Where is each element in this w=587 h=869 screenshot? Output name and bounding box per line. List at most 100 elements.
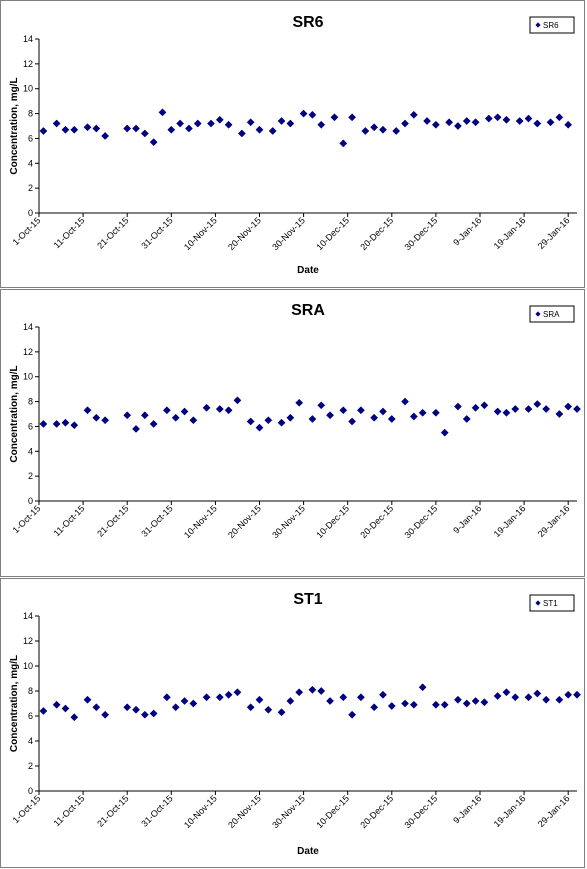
data-point	[326, 697, 335, 705]
data-point	[431, 120, 440, 129]
data-point	[493, 692, 502, 700]
data-point	[180, 697, 189, 705]
data-point	[462, 415, 471, 423]
data-point	[140, 411, 149, 420]
data-point	[392, 127, 401, 135]
data-point	[348, 417, 357, 426]
data-point	[379, 690, 387, 699]
legend-label: SR6	[543, 21, 559, 30]
data-point	[224, 690, 233, 699]
data-point	[356, 406, 365, 415]
data-point	[184, 124, 193, 133]
data-point	[493, 407, 502, 416]
y-tick-label: 14	[23, 34, 33, 44]
data-point	[52, 419, 61, 428]
y-tick-label: 4	[28, 158, 33, 168]
x-tick-label: 19-Jan-16	[492, 793, 528, 829]
data-point	[348, 113, 357, 122]
data-point	[480, 401, 489, 410]
y-tick-label: 6	[28, 133, 33, 143]
data-point	[162, 406, 171, 415]
legend-label: SRA	[543, 310, 560, 319]
data-point	[180, 407, 189, 416]
data-point	[524, 693, 533, 702]
x-tick-label: 29-Jan-16	[536, 793, 572, 829]
data-point	[431, 700, 440, 709]
data-point	[70, 713, 79, 722]
data-point	[370, 703, 379, 712]
x-tick-label: 30-Nov-15	[270, 793, 307, 830]
chart-panel-sra: SRA 0 2 4 6 8 10 12 14 1-Oct-15 11-Oct-15 21-Oct-15…	[0, 289, 585, 577]
data-point	[83, 406, 92, 415]
x-tick-label: 11-Oct-15	[52, 793, 87, 828]
data-point	[286, 413, 295, 422]
data-point	[493, 113, 502, 122]
data-point	[132, 705, 140, 714]
data-point	[215, 693, 224, 702]
data-point	[564, 402, 573, 411]
data-point	[61, 418, 70, 427]
y-tick-label: 12	[23, 636, 33, 646]
data-point	[524, 405, 533, 413]
data-point	[264, 705, 273, 714]
data-point	[83, 695, 92, 704]
y-tick-label: 2	[28, 761, 33, 771]
data-point	[61, 704, 70, 713]
y-tick-label: 6	[28, 421, 33, 431]
data-point	[237, 129, 246, 138]
y-tick-label: 10	[23, 661, 33, 671]
legend: SR6	[529, 16, 575, 34]
x-tick-label: 21-Oct-15	[95, 503, 130, 538]
y-tick-label: 4	[28, 736, 33, 746]
data-point	[268, 127, 277, 135]
x-tick-label: 10-Nov-15	[182, 793, 219, 830]
data-point	[370, 123, 379, 132]
data-point	[70, 421, 79, 430]
data-point	[286, 697, 295, 705]
data-point	[387, 415, 396, 423]
data-point	[533, 119, 542, 128]
data-point	[162, 693, 171, 702]
data-point	[215, 115, 224, 124]
x-tick-label: 20-Dec-15	[358, 503, 395, 540]
data-point	[176, 119, 185, 128]
data-point	[101, 131, 110, 140]
data-point	[564, 120, 573, 129]
data-point	[330, 113, 339, 122]
chart-svg-st1: ST1 0 2 4 6 8 10 12 14 1-Oct-15 11-Oct-15 21-Oct-15…	[9, 591, 581, 857]
data-point	[546, 118, 555, 127]
x-tick-label: 29-Jan-16	[536, 503, 572, 539]
data-point	[92, 413, 101, 422]
y-tick-label: 12	[23, 347, 33, 357]
chart-title: ST1	[293, 591, 322, 608]
data-point	[83, 123, 92, 132]
data-point	[255, 125, 264, 134]
data-point	[423, 117, 432, 125]
data-point	[370, 413, 379, 422]
data-point	[440, 428, 449, 437]
data-point	[52, 119, 61, 128]
data-point	[202, 693, 211, 702]
x-tick-label: 30-Nov-15	[270, 215, 307, 252]
data-point	[542, 405, 551, 413]
data-point	[317, 120, 326, 129]
data-point	[418, 408, 427, 417]
y-tick-label: 0	[28, 786, 33, 796]
data-point	[286, 119, 295, 128]
y-axis-title: Concentration, mg/L	[9, 77, 20, 174]
x-tick-label: 11-Oct-15	[52, 215, 87, 250]
chart-panel-st1: ST1 0 2 4 6 8 10 12 14 1-Oct-15 11-Oct-15 21-Oct-15…	[0, 578, 585, 868]
data-point	[295, 398, 304, 407]
data-point	[39, 127, 48, 135]
data-point	[453, 122, 462, 130]
data-point	[308, 415, 317, 423]
data-point	[308, 110, 317, 119]
y-tick-label: 14	[23, 611, 33, 621]
x-tick-label: 21-Oct-15	[95, 793, 130, 828]
data-point	[140, 710, 149, 719]
chart-title: SRA	[291, 302, 325, 319]
x-tick-label: 10-Nov-15	[182, 503, 219, 540]
data-point	[255, 423, 264, 432]
data-point	[171, 413, 180, 422]
legend-marker	[535, 22, 541, 28]
